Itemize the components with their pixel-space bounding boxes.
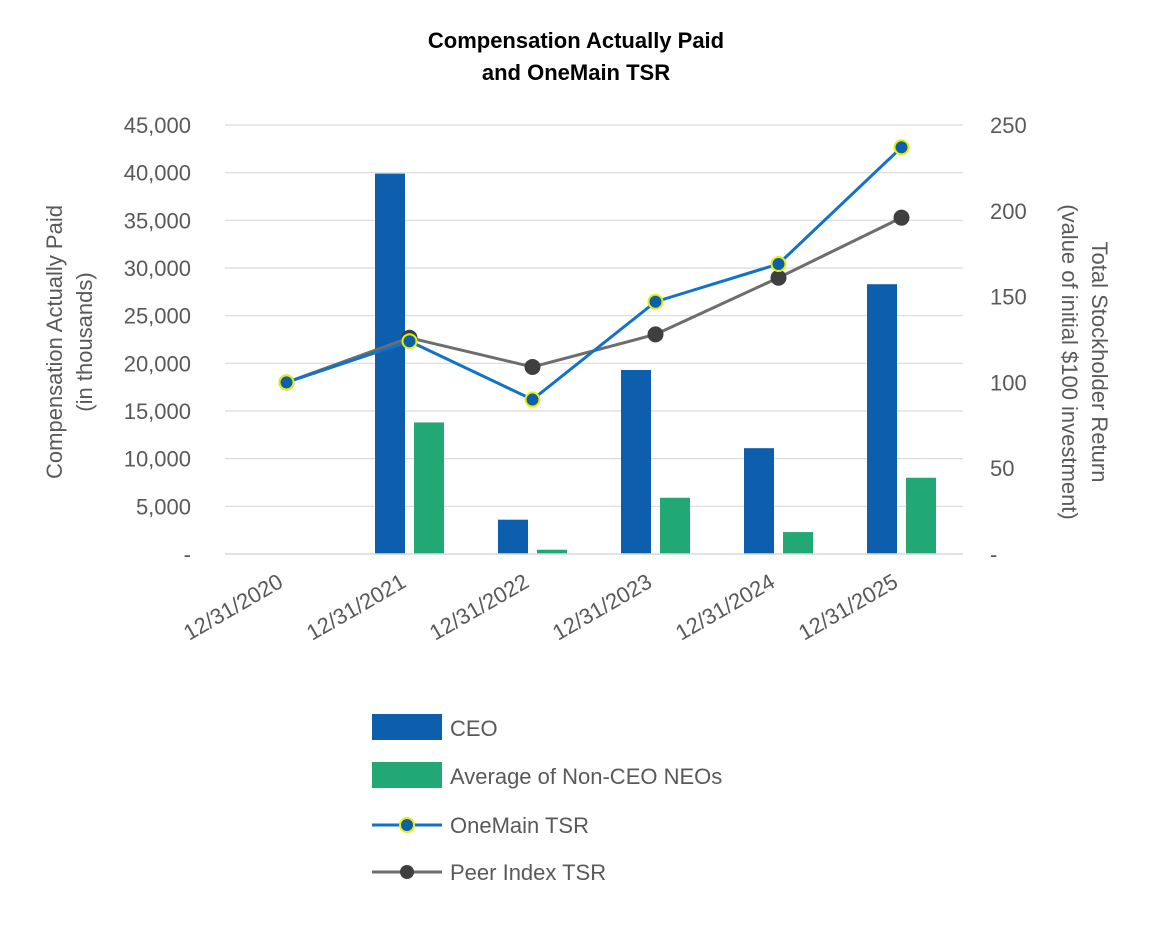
x-tick-label: 12/31/2024 [671,569,779,646]
y-axis-label-line1: Compensation Actually Paid [42,205,67,479]
legend-label-peer: Peer Index TSR [450,860,606,885]
bar-non-ceo [537,549,567,554]
y2-tick-label: 50 [990,456,1014,481]
x-tick-label: 12/31/2022 [425,569,533,646]
y-tick-label: 45,000 [124,113,191,138]
legend-marker-peer [400,865,414,879]
y-tick-label: 5,000 [136,494,191,519]
bar-non-ceo [660,497,690,554]
bar-non-ceo [414,422,444,554]
y2-axis-label-line1: Total Stockholder Return [1087,242,1112,483]
marker-onemain-tsr [278,374,295,391]
x-axis-ticks: 12/31/2020 12/31/2021 12/31/2022 12/31/2023… [179,569,902,646]
marker-onemain-tsr [524,391,541,408]
x-tick-label: 12/31/2025 [794,569,902,646]
bar-ceo [744,448,774,554]
y-tick-label: 25,000 [124,304,191,329]
bar-non-ceo [906,477,936,554]
marker-onemain-tsr [401,333,418,350]
y-axis-label-line2: (in thousands) [72,272,97,411]
y-tick-label: 10,000 [124,447,191,472]
bar-ceo [498,519,528,554]
legend-label-ceo: CEO [450,716,498,741]
chart-title-line1: Compensation Actually Paid [428,28,724,53]
legend-label-non-ceo: Average of Non-CEO NEOs [450,764,722,789]
marker-peer-index-tsr [893,209,910,226]
left-axis-ticks: - 5,000 10,000 15,000 20,000 25,000 30,000 35,0… [124,113,191,567]
x-tick-label: 12/31/2023 [548,569,656,646]
x-tick-label: 12/31/2020 [179,569,287,646]
marker-onemain-tsr [893,139,910,156]
x-tick-label: 12/31/2021 [302,569,410,646]
chart-title-line2: and OneMain TSR [482,60,670,85]
y-tick-label: - [184,542,191,567]
y2-tick-label: 250 [990,113,1027,138]
legend-swatch-ceo [372,714,442,740]
marker-peer-index-tsr [524,358,541,375]
y-tick-label: 20,000 [124,351,191,376]
bar-ceo [867,284,897,554]
bar-non-ceo [783,532,813,554]
marker-onemain-tsr [647,293,664,310]
legend-label-onemain: OneMain TSR [450,813,589,838]
bar-ceo [621,370,651,554]
gridlines [225,124,963,507]
y-tick-label: 40,000 [124,161,191,186]
line-onemain-tsr [286,146,903,402]
y2-tick-label: 100 [990,370,1027,395]
bar-series [375,173,936,554]
y2-tick-label: 200 [990,199,1027,224]
marker-onemain-tsr [770,255,787,272]
bar-ceo [375,173,405,554]
y-tick-label: 30,000 [124,256,191,281]
y-tick-label: 15,000 [124,399,191,424]
legend-marker-onemain [399,817,415,833]
y2-axis-label-line2: (value of initial $100 investment) [1057,204,1082,520]
legend: CEO Average of Non-CEO NEOs OneMain TSR … [372,714,722,885]
marker-peer-index-tsr [770,269,787,286]
y2-tick-label: - [990,542,997,567]
y2-tick-label: 150 [990,285,1027,310]
right-axis-ticks: - 50 100 150 200 250 [990,113,1027,567]
y-tick-label: 35,000 [124,208,191,233]
marker-peer-index-tsr [647,326,664,343]
line-series [278,139,910,408]
legend-swatch-non-ceo [372,762,442,788]
